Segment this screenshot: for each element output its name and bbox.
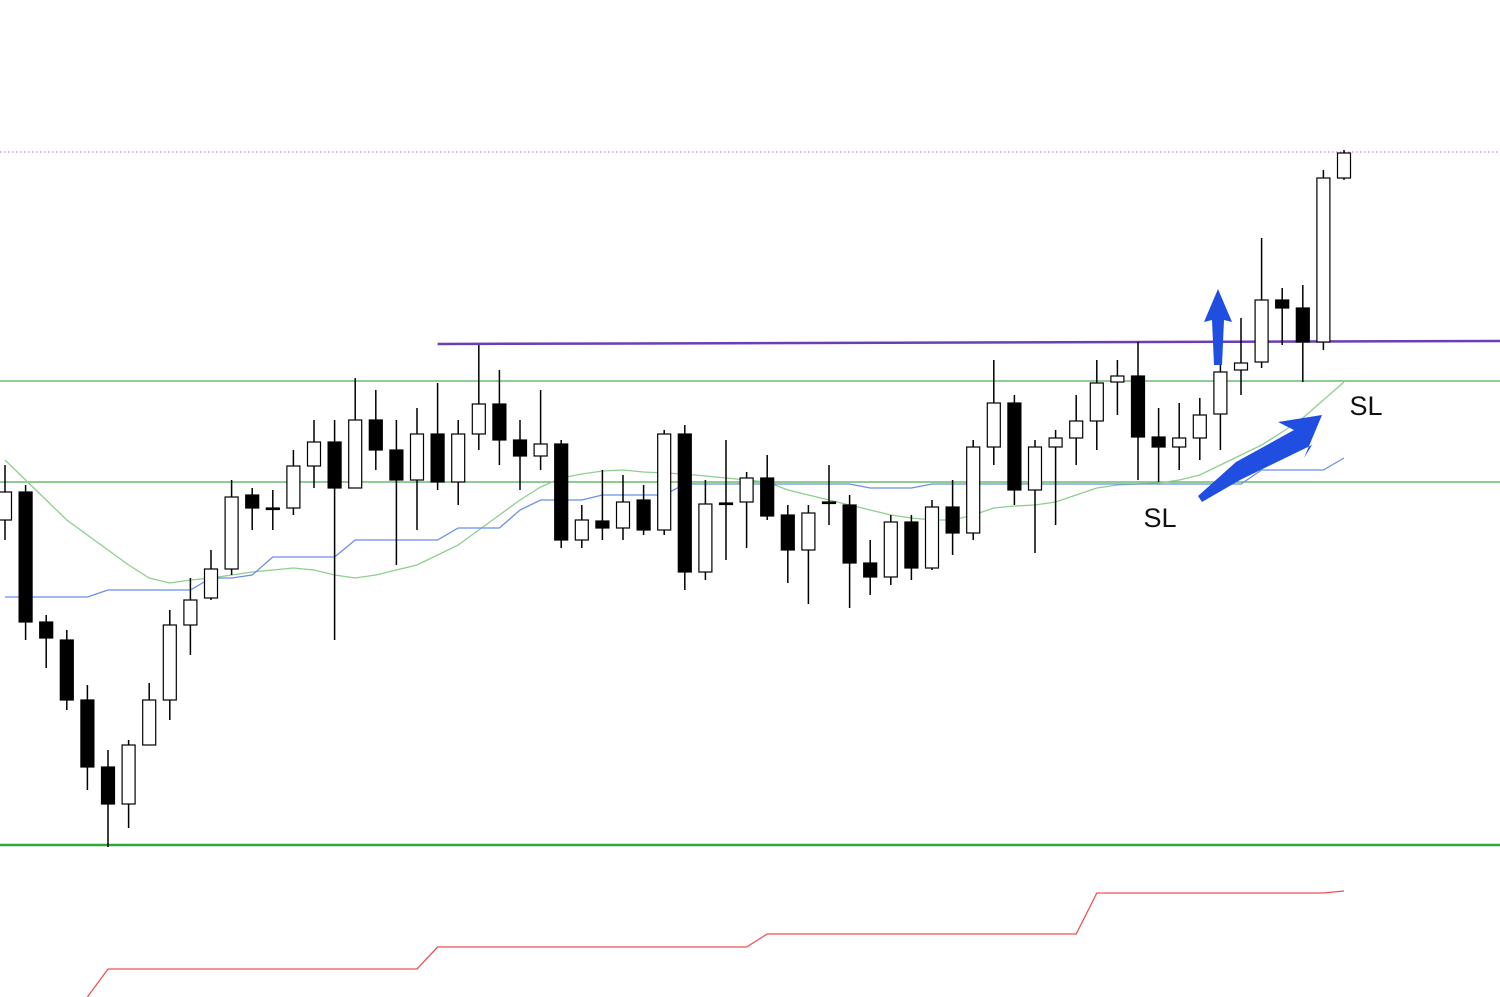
candle-body <box>1192 414 1207 439</box>
candle-body <box>286 465 301 509</box>
candle-body <box>18 491 33 623</box>
indicator-line <box>5 457 1345 598</box>
indicator-line <box>4 381 1345 584</box>
candle-body <box>986 402 1001 448</box>
candle-body <box>80 699 95 768</box>
candle-body <box>677 433 692 573</box>
candle-body <box>265 507 280 511</box>
candle-body <box>1316 177 1331 343</box>
candle-body <box>966 446 981 534</box>
candle-body <box>430 433 445 483</box>
candle-body <box>1048 437 1063 448</box>
candle-body <box>863 562 878 578</box>
candle-body <box>1089 382 1104 422</box>
candle-body <box>1233 362 1249 371</box>
candle-body <box>492 403 507 441</box>
candle-body <box>327 441 342 489</box>
candle-body <box>636 499 651 531</box>
candle-body <box>224 496 239 570</box>
candle-body <box>39 621 54 639</box>
candle-body <box>203 568 219 599</box>
candle-body <box>801 512 816 551</box>
candle-body <box>657 433 672 531</box>
candle-body <box>1336 152 1352 179</box>
candle-body <box>471 403 486 435</box>
candle-body <box>1151 436 1166 448</box>
candle-body <box>842 504 857 564</box>
sl-label: SL <box>1349 391 1382 421</box>
candle-body <box>389 449 404 481</box>
candle-body <box>821 501 837 505</box>
candle-body <box>780 514 795 551</box>
candle-body <box>1027 446 1043 491</box>
candle-body <box>554 443 569 541</box>
candle-body <box>595 520 610 529</box>
candle-body <box>59 639 74 701</box>
candle-body <box>1069 420 1084 439</box>
sl-label: SL <box>1143 503 1176 533</box>
candle-body <box>904 521 919 569</box>
candles <box>0 150 1352 847</box>
indicator-line <box>86 890 1345 997</box>
candle-body <box>574 519 589 541</box>
candle-body <box>945 506 960 534</box>
candle-body <box>306 441 322 467</box>
candle-body <box>100 766 116 805</box>
indicator-lines <box>4 381 1345 997</box>
candle-body <box>1213 371 1228 415</box>
candle-body <box>1172 437 1187 448</box>
candle-body <box>883 521 898 578</box>
candle-body <box>1254 299 1269 363</box>
candle-body <box>121 744 136 805</box>
candle-body <box>1007 402 1022 491</box>
candle-body <box>698 503 713 573</box>
candle-body <box>615 501 631 529</box>
candle-body <box>368 419 383 451</box>
candle-body <box>162 624 177 701</box>
candle-body <box>533 443 548 457</box>
candle-body <box>348 419 363 489</box>
candle-body <box>409 433 425 481</box>
candle-body <box>512 439 528 457</box>
candle-body <box>183 599 198 626</box>
diagonal-arrow <box>1198 415 1322 502</box>
candle-body <box>924 506 940 569</box>
candle-body <box>245 494 260 509</box>
candle-body <box>760 477 775 517</box>
candle-body <box>739 477 754 503</box>
candle-body <box>1110 375 1125 383</box>
up-arrow <box>1204 289 1232 365</box>
candle-body <box>0 491 13 521</box>
candle-body <box>1130 375 1146 438</box>
trendline <box>437 339 1500 346</box>
candle-body <box>718 502 734 506</box>
candle-body <box>142 699 157 746</box>
candle-body <box>451 433 466 483</box>
candle-body <box>1295 307 1310 343</box>
candle-body <box>1275 299 1290 309</box>
